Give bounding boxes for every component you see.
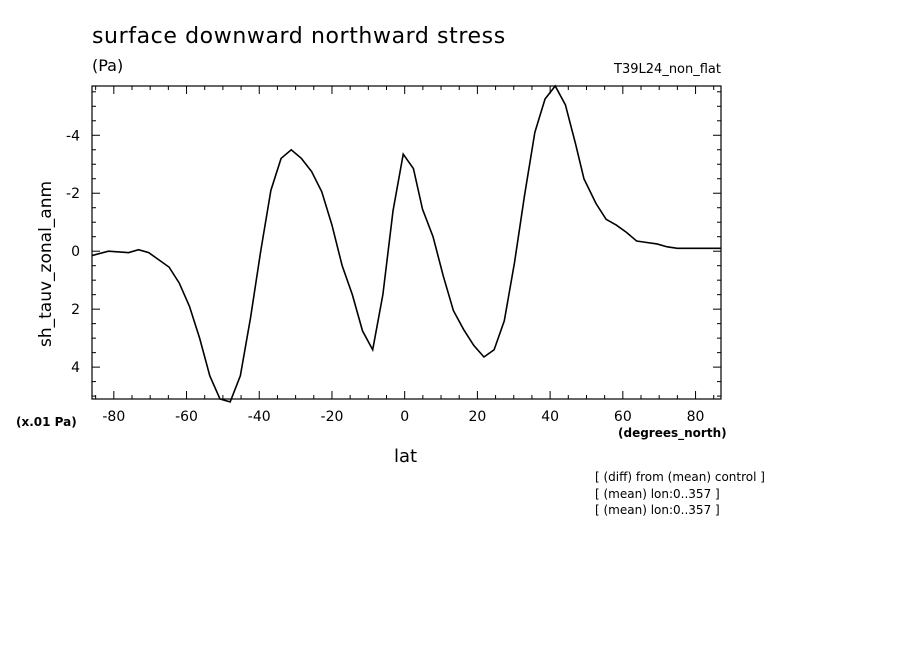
x-tick-label: -20 <box>321 409 344 425</box>
note-line: [ (mean) lon:0..357 ] <box>595 503 720 517</box>
x-axis-units: (degrees_north) <box>618 426 727 440</box>
run-label: T39L24_non_flat <box>614 62 721 77</box>
x-tick-label: -60 <box>175 409 198 425</box>
y-scale-note: (x.01 Pa) <box>16 415 77 429</box>
chart-title: surface downward northward stress <box>92 24 506 49</box>
x-tick-label: -80 <box>102 409 125 425</box>
y-tick-label: -4 <box>66 128 80 144</box>
x-tick-label: 40 <box>541 409 559 425</box>
y-tick-label: 4 <box>71 360 80 376</box>
note-line: [ (diff) from (mean) control ] <box>595 470 765 484</box>
x-axis-label: lat <box>394 446 418 467</box>
x-tick-label: 0 <box>400 409 409 425</box>
x-tick-label: 80 <box>687 409 705 425</box>
x-tick-label: 60 <box>614 409 632 425</box>
chart-units: (Pa) <box>92 56 124 75</box>
series-line <box>91 84 721 403</box>
x-tick-label: 20 <box>468 409 486 425</box>
y-tick-label: 0 <box>71 244 80 260</box>
note-line: [ (mean) lon:0..357 ] <box>595 487 720 501</box>
y-tick-label: 2 <box>71 302 80 318</box>
y-axis-label: sh_tauv_zonal_anm <box>36 180 56 347</box>
x-tick-label: -40 <box>248 409 271 425</box>
y-tick-label: -2 <box>66 186 80 202</box>
axis-ticks <box>92 86 721 399</box>
plot-frame <box>91 85 722 400</box>
